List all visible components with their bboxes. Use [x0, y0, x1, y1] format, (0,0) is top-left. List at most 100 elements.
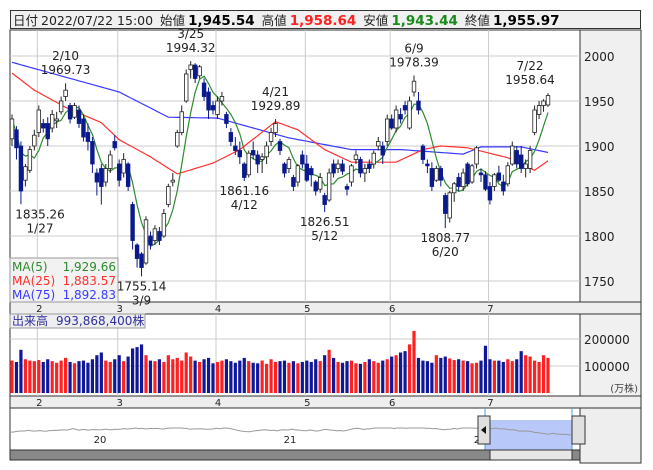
candle-body[interactable]: [268, 132, 274, 142]
candle-body[interactable]: [246, 152, 251, 176]
candle-body[interactable]: [429, 168, 435, 187]
volume-bar[interactable]: [492, 360, 496, 393]
candle-body[interactable]: [139, 253, 144, 268]
candle-body[interactable]: [545, 95, 551, 106]
volume-bar[interactable]: [332, 357, 336, 393]
volume-bar[interactable]: [90, 359, 94, 393]
volume-bar[interactable]: [157, 359, 161, 393]
candle-body[interactable]: [541, 100, 546, 106]
candle-body[interactable]: [224, 114, 229, 124]
candle-body[interactable]: [313, 181, 318, 192]
volume-bar[interactable]: [77, 361, 81, 393]
volume-bar[interactable]: [19, 349, 23, 393]
volume-bar[interactable]: [461, 360, 465, 393]
volume-bar[interactable]: [412, 330, 416, 393]
volume-bar[interactable]: [64, 357, 68, 393]
volume-bar[interactable]: [533, 360, 537, 393]
candle-body[interactable]: [85, 132, 91, 142]
volume-bar[interactable]: [10, 360, 14, 393]
candle-body[interactable]: [14, 129, 19, 149]
volume-bar[interactable]: [300, 361, 304, 393]
volume-bar[interactable]: [488, 359, 492, 393]
candle-body[interactable]: [67, 105, 73, 120]
candle-body[interactable]: [371, 152, 376, 165]
candle-body[interactable]: [300, 154, 305, 165]
volume-bar[interactable]: [144, 355, 148, 393]
candle-body[interactable]: [201, 82, 207, 97]
candle-body[interactable]: [340, 163, 345, 172]
volume-bar[interactable]: [256, 363, 260, 393]
candle-body[interactable]: [434, 168, 439, 181]
volume-bar[interactable]: [99, 352, 103, 394]
volume-bar[interactable]: [448, 358, 452, 393]
volume-bar[interactable]: [541, 355, 546, 393]
volume-bar[interactable]: [175, 357, 179, 393]
candle-body[interactable]: [179, 111, 184, 133]
candle-body[interactable]: [286, 159, 292, 169]
volume-bar[interactable]: [479, 360, 483, 393]
candle-body[interactable]: [237, 150, 242, 158]
volume-bar[interactable]: [483, 345, 488, 393]
candle-body[interactable]: [438, 168, 443, 181]
candle-body[interactable]: [349, 165, 354, 183]
volume-bar[interactable]: [323, 355, 327, 393]
volume-bar[interactable]: [68, 361, 72, 393]
volume-bar[interactable]: [14, 361, 19, 393]
candle-body[interactable]: [510, 145, 515, 165]
candle-body[interactable]: [309, 168, 314, 176]
candle-body[interactable]: [487, 186, 493, 201]
candle-body[interactable]: [112, 141, 117, 149]
volume-bar[interactable]: [349, 360, 354, 393]
candle-body[interactable]: [532, 109, 537, 133]
candle-body[interactable]: [393, 109, 399, 129]
volume-bar[interactable]: [314, 359, 318, 393]
candle-body[interactable]: [197, 66, 202, 77]
candle-body[interactable]: [134, 244, 140, 259]
volume-bar[interactable]: [434, 355, 438, 393]
candle-body[interactable]: [188, 64, 193, 70]
candle-body[interactable]: [72, 105, 77, 118]
volume-bar[interactable]: [376, 362, 380, 393]
candle-body[interactable]: [358, 159, 363, 174]
candle-body[interactable]: [478, 172, 484, 176]
volume-bar[interactable]: [510, 361, 514, 393]
candle-body[interactable]: [411, 80, 417, 93]
volume-bar[interactable]: [273, 361, 278, 393]
volume-bar[interactable]: [238, 360, 242, 393]
candle-body[interactable]: [192, 64, 198, 79]
candle-body[interactable]: [326, 172, 332, 201]
candle-body[interactable]: [402, 105, 408, 111]
candle-body[interactable]: [277, 141, 283, 151]
volume-bar[interactable]: [452, 360, 456, 393]
volume-bar[interactable]: [59, 360, 63, 393]
candle-body[interactable]: [58, 100, 64, 113]
volume-bar[interactable]: [206, 357, 211, 393]
volume-bar[interactable]: [32, 361, 36, 393]
candle-body[interactable]: [519, 154, 524, 169]
volume-bar[interactable]: [528, 356, 532, 393]
volume-bar[interactable]: [220, 360, 224, 393]
candle-body[interactable]: [103, 168, 108, 183]
candle-body[interactable]: [108, 154, 113, 169]
volume-bar[interactable]: [41, 361, 45, 393]
volume-bar[interactable]: [340, 362, 345, 393]
candle-body[interactable]: [259, 156, 265, 160]
volume-bar[interactable]: [403, 351, 407, 393]
candle-body[interactable]: [45, 123, 50, 140]
volume-bar[interactable]: [224, 359, 228, 393]
candle-body[interactable]: [407, 100, 412, 129]
candle-body[interactable]: [496, 172, 502, 181]
candle-body[interactable]: [523, 163, 528, 169]
candle-body[interactable]: [90, 141, 95, 165]
candle-body[interactable]: [451, 183, 457, 194]
candle-body[interactable]: [420, 145, 426, 160]
volume-bar[interactable]: [193, 360, 197, 393]
candle-body[interactable]: [474, 147, 479, 165]
volume-bar[interactable]: [282, 360, 287, 393]
candle-body[interactable]: [469, 165, 475, 183]
candle-body[interactable]: [41, 123, 46, 129]
volume-bar[interactable]: [166, 355, 170, 393]
volume-bar[interactable]: [519, 351, 523, 393]
volume-bar[interactable]: [122, 361, 126, 393]
